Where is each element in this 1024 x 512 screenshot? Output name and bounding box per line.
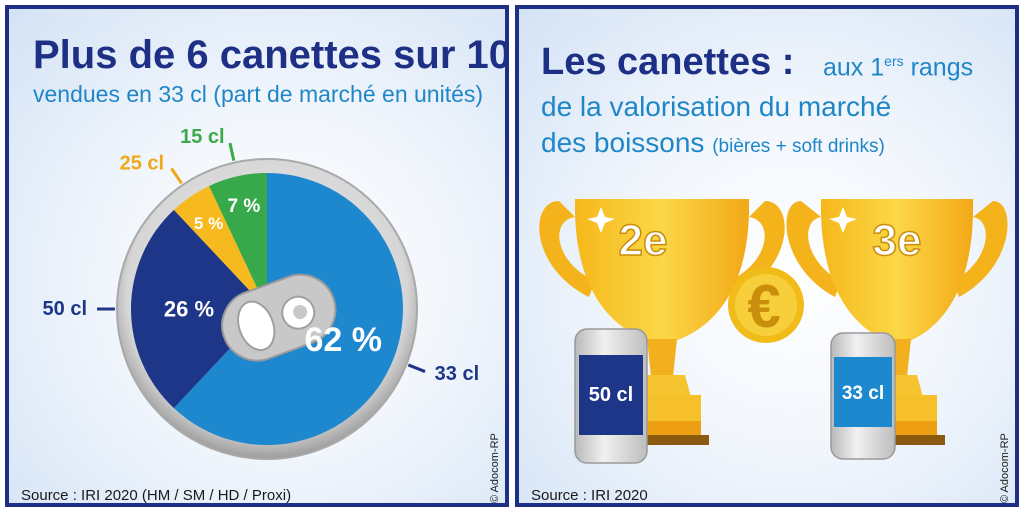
can-33cl-icon: [830, 332, 896, 460]
left-source: Source : IRI 2020 (HM / SM / HD / Proxi): [21, 487, 292, 504]
pie-value-label: 5 %: [194, 214, 223, 233]
can-50cl-icon: [574, 328, 648, 464]
trophy-2nd-label: 2e: [619, 216, 668, 265]
pie-category-label: 33 cl: [435, 363, 479, 385]
pie-chart: 62 % 26 % 5 % 7 % 33 cl 50 cl 25 cl 15 cl: [43, 126, 479, 460]
right-subtitle-line3: des boissons (bières + soft drinks): [541, 127, 885, 159]
subtitle-text-end: rangs: [903, 53, 974, 82]
pull-tab-icon: [221, 273, 337, 362]
subtitle-small: (bières + soft drinks): [712, 136, 885, 157]
pie-category-label: 25 cl: [120, 152, 164, 174]
right-title: Les canettes :: [541, 41, 795, 83]
trophies-illustration: 2e 3e € 50 cl 3: [539, 199, 1008, 464]
pie-category-label: 15 cl: [180, 126, 224, 148]
pie-slice-50cl: [131, 209, 267, 409]
can-33cl-label: 33 cl: [842, 383, 884, 404]
pie-category-label: 50 cl: [43, 298, 87, 320]
pie-slice-25cl: [173, 185, 267, 309]
subtitle-superscript: ers: [884, 53, 904, 69]
subtitle-text: des boissons: [541, 127, 705, 158]
right-subtitle-line2: de la valorisation du marché: [541, 91, 892, 122]
pie-slice-15cl: [209, 173, 267, 309]
right-subtitle-line1: aux 1ers rangs: [823, 53, 973, 82]
left-panel: Plus de 6 canettes sur 10 vendues en 33 …: [5, 5, 509, 507]
euro-coin-icon: [728, 267, 804, 343]
right-credit: © Adocom-RP: [999, 433, 1011, 503]
pie-value-label: 62 %: [304, 321, 382, 359]
pie-leader-line: [407, 363, 426, 373]
right-source: Source : IRI 2020: [531, 487, 648, 504]
left-subtitle: vendues en 33 cl (part de marché en unit…: [33, 81, 484, 107]
trophy-2nd-icon: [539, 199, 785, 445]
left-title: Plus de 6 canettes sur 10: [33, 33, 509, 77]
can-50cl-label: 50 cl: [589, 384, 633, 406]
pie-value-label: 26 %: [164, 297, 214, 322]
left-credit: © Adocom-RP: [489, 433, 501, 503]
pie-value-label: 7 %: [228, 196, 261, 217]
trophy-3rd-label: 3e: [873, 216, 922, 265]
euro-symbol: €: [747, 273, 780, 340]
right-panel: Les canettes : aux 1ers rangs de la valo…: [515, 5, 1019, 507]
pie-leader-line: [228, 142, 236, 161]
pie-leader-line: [170, 167, 183, 185]
subtitle-text: aux 1: [823, 53, 885, 82]
